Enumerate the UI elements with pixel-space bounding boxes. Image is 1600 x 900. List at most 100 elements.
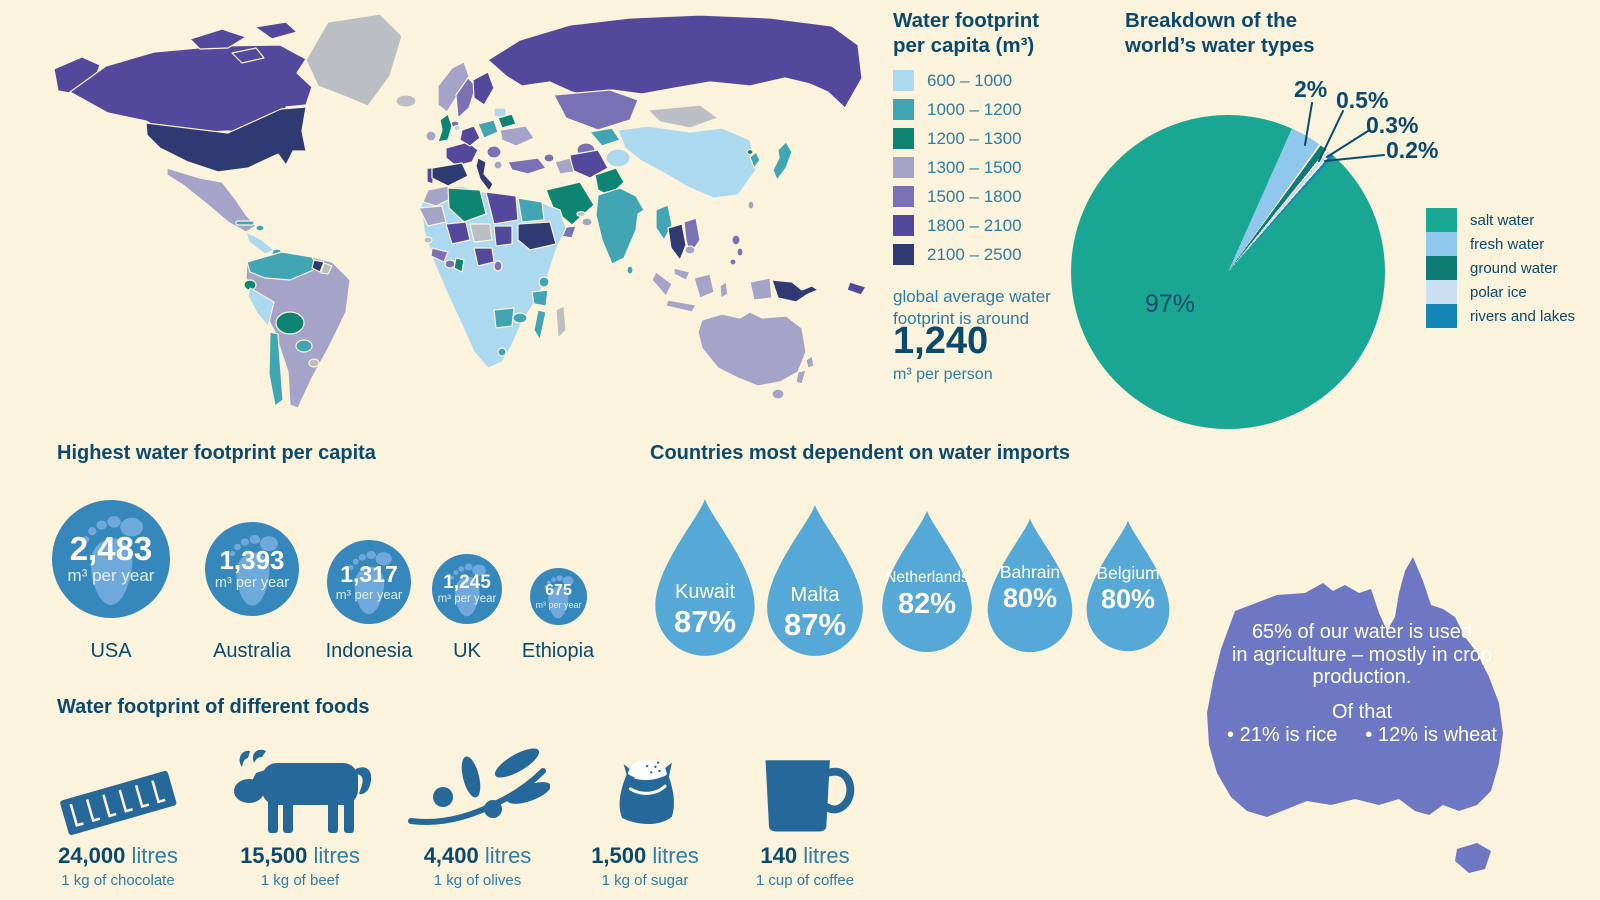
footprint-circle-text: 675 m³ per year (530, 568, 587, 625)
country-japan (772, 141, 793, 181)
footprint-value: 1,245 (443, 572, 491, 594)
legend-label: 1000 – 1200 (927, 99, 1022, 119)
pie-salt-water-label: 97% (1144, 290, 1196, 318)
country-uk (437, 113, 453, 143)
food-unit: litres (307, 843, 360, 868)
world-map (53, 13, 867, 409)
food-value: 24,000 (58, 843, 126, 868)
country-nigeria (473, 247, 495, 267)
food-item-sugar: 1,500 litres 1 kg of sugar (570, 735, 720, 900)
footprint-unit: m³ per year (535, 599, 582, 610)
footprint-circle-australia: 1,393 m³ per year (205, 522, 299, 616)
water-drop-netherlands: Netherlands 82% (878, 508, 976, 654)
legend-label: 1800 – 2100 (927, 215, 1022, 235)
footprints-section-title: Highest water footprint per capita (57, 442, 376, 464)
pie-callout-polar: 0.3% (1366, 112, 1419, 138)
global-average-unit: m³ per person (893, 366, 993, 383)
footprint-circle-text: 1,245 m³ per year (432, 554, 502, 624)
pie-legend-swatch (1426, 304, 1457, 328)
drop-value: 87% (783, 607, 847, 643)
drop-value: 87% (673, 604, 737, 640)
pie-legend: salt water fresh water ground water pola… (1426, 208, 1575, 328)
footprint-country-label: UK (453, 640, 481, 662)
country-usa (145, 106, 307, 173)
tasmania-shape (1455, 843, 1491, 873)
legend-swatch (893, 128, 914, 149)
food-caption: 1 kg of chocolate (61, 872, 175, 889)
footprint-circle-text: 1,317 m³ per year (327, 540, 411, 624)
country-mongolia (647, 104, 719, 129)
water-drop-bahrain: Bahrain 80% (984, 516, 1076, 654)
drop-country: Malta (790, 584, 840, 607)
australia-rice-stat: • 21% is rice (1227, 724, 1338, 746)
legend-row: 1800 – 2100 (893, 215, 1022, 236)
pie-callout-ground: 0.5% (1336, 87, 1389, 113)
country-peru (247, 287, 275, 327)
pie-title: Breakdown of the world’s water types (1125, 9, 1315, 57)
footprint-circle-ethiopia: 675 m³ per year (530, 568, 587, 625)
australia-shape (1207, 557, 1503, 873)
legend-swatch (893, 70, 914, 91)
legend-row: 1200 – 1300 (893, 128, 1022, 149)
food-item-beef: 15,500 litres 1 kg of beef (210, 735, 390, 900)
olive-branch-icon (385, 747, 570, 835)
legend-row: 1300 – 1500 (893, 157, 1022, 178)
pie-legend-label: polar ice (1470, 283, 1527, 301)
footprint-country-label: Ethiopia (521, 640, 595, 662)
footprint-circle-uk: 1,245 m³ per year (432, 554, 502, 624)
footprint-unit: m³ per year (437, 592, 497, 605)
australia-fact-text: 65% of our water is used in agriculture … (1231, 621, 1493, 688)
country-spain (431, 162, 469, 187)
footprint-unit: m³ per year (335, 586, 403, 602)
drop-text: Kuwait 87% (651, 580, 759, 640)
continent-north-america (53, 13, 417, 258)
footprint-icon (348, 551, 392, 615)
country-chile (268, 331, 284, 407)
legend-row: 2100 – 2500 (893, 244, 1022, 265)
country-papua-new-guinea (771, 279, 819, 303)
country-algeria (447, 187, 487, 223)
footprint-circle-indonesia: 1,317 m³ per year (327, 540, 411, 624)
drop-value: 80% (1100, 583, 1156, 614)
food-item-chocolate: 24,000 litres 1 kg of chocolate (28, 735, 208, 900)
water-drop-icon (987, 518, 1073, 653)
food-unit: litres (478, 843, 532, 868)
pie-legend-swatch (1426, 280, 1457, 304)
pie-legend-swatch (1426, 232, 1457, 256)
country-china (617, 125, 757, 199)
footprint-icon (544, 575, 575, 619)
country-thailand (667, 223, 687, 261)
pie-legend-label: ground water (1470, 259, 1558, 277)
footprint-value: 1,393 (219, 545, 285, 576)
continent-asia (487, 14, 863, 313)
footprint-unit: m³ per year (67, 566, 155, 586)
drop-text: Bahrain 80% (984, 562, 1076, 614)
food-value: 1,500 (591, 843, 647, 868)
legend-swatch (893, 99, 914, 120)
water-drop-icon (882, 510, 972, 653)
food-caption: 1 kg of sugar (601, 872, 689, 889)
pie-legend-row: salt water (1426, 208, 1575, 232)
continent-europe (425, 61, 547, 192)
country-bolivia (275, 311, 305, 335)
global-average-note: global average water footprint is around (893, 287, 1051, 329)
water-drop-icon (767, 505, 863, 656)
food-value-line: 4,400 litres (385, 843, 570, 869)
legend-swatch (893, 215, 914, 236)
pie-leader-lines (1304, 102, 1385, 162)
drop-value: 82% (897, 587, 957, 620)
food-caption: 1 kg of olives (433, 872, 522, 889)
food-unit: litres (125, 843, 178, 868)
food-value-line: 140 litres (730, 843, 880, 869)
water-drop-belgium: Belgium 80% (1083, 518, 1173, 653)
global-average-value: 1,240 (893, 320, 989, 362)
food-value-line: 1,500 litres (570, 843, 720, 869)
food-value: 4,400 (423, 843, 479, 868)
drop-text: Belgium 80% (1083, 563, 1173, 615)
footprint-value: 1,317 (340, 561, 398, 588)
footprint-icon (82, 515, 144, 605)
coffee-mug-icon (730, 755, 880, 835)
legend-label: 1500 – 1800 (927, 186, 1022, 206)
pie-legend-swatch (1426, 208, 1457, 232)
sugar-sack-icon (570, 741, 720, 841)
